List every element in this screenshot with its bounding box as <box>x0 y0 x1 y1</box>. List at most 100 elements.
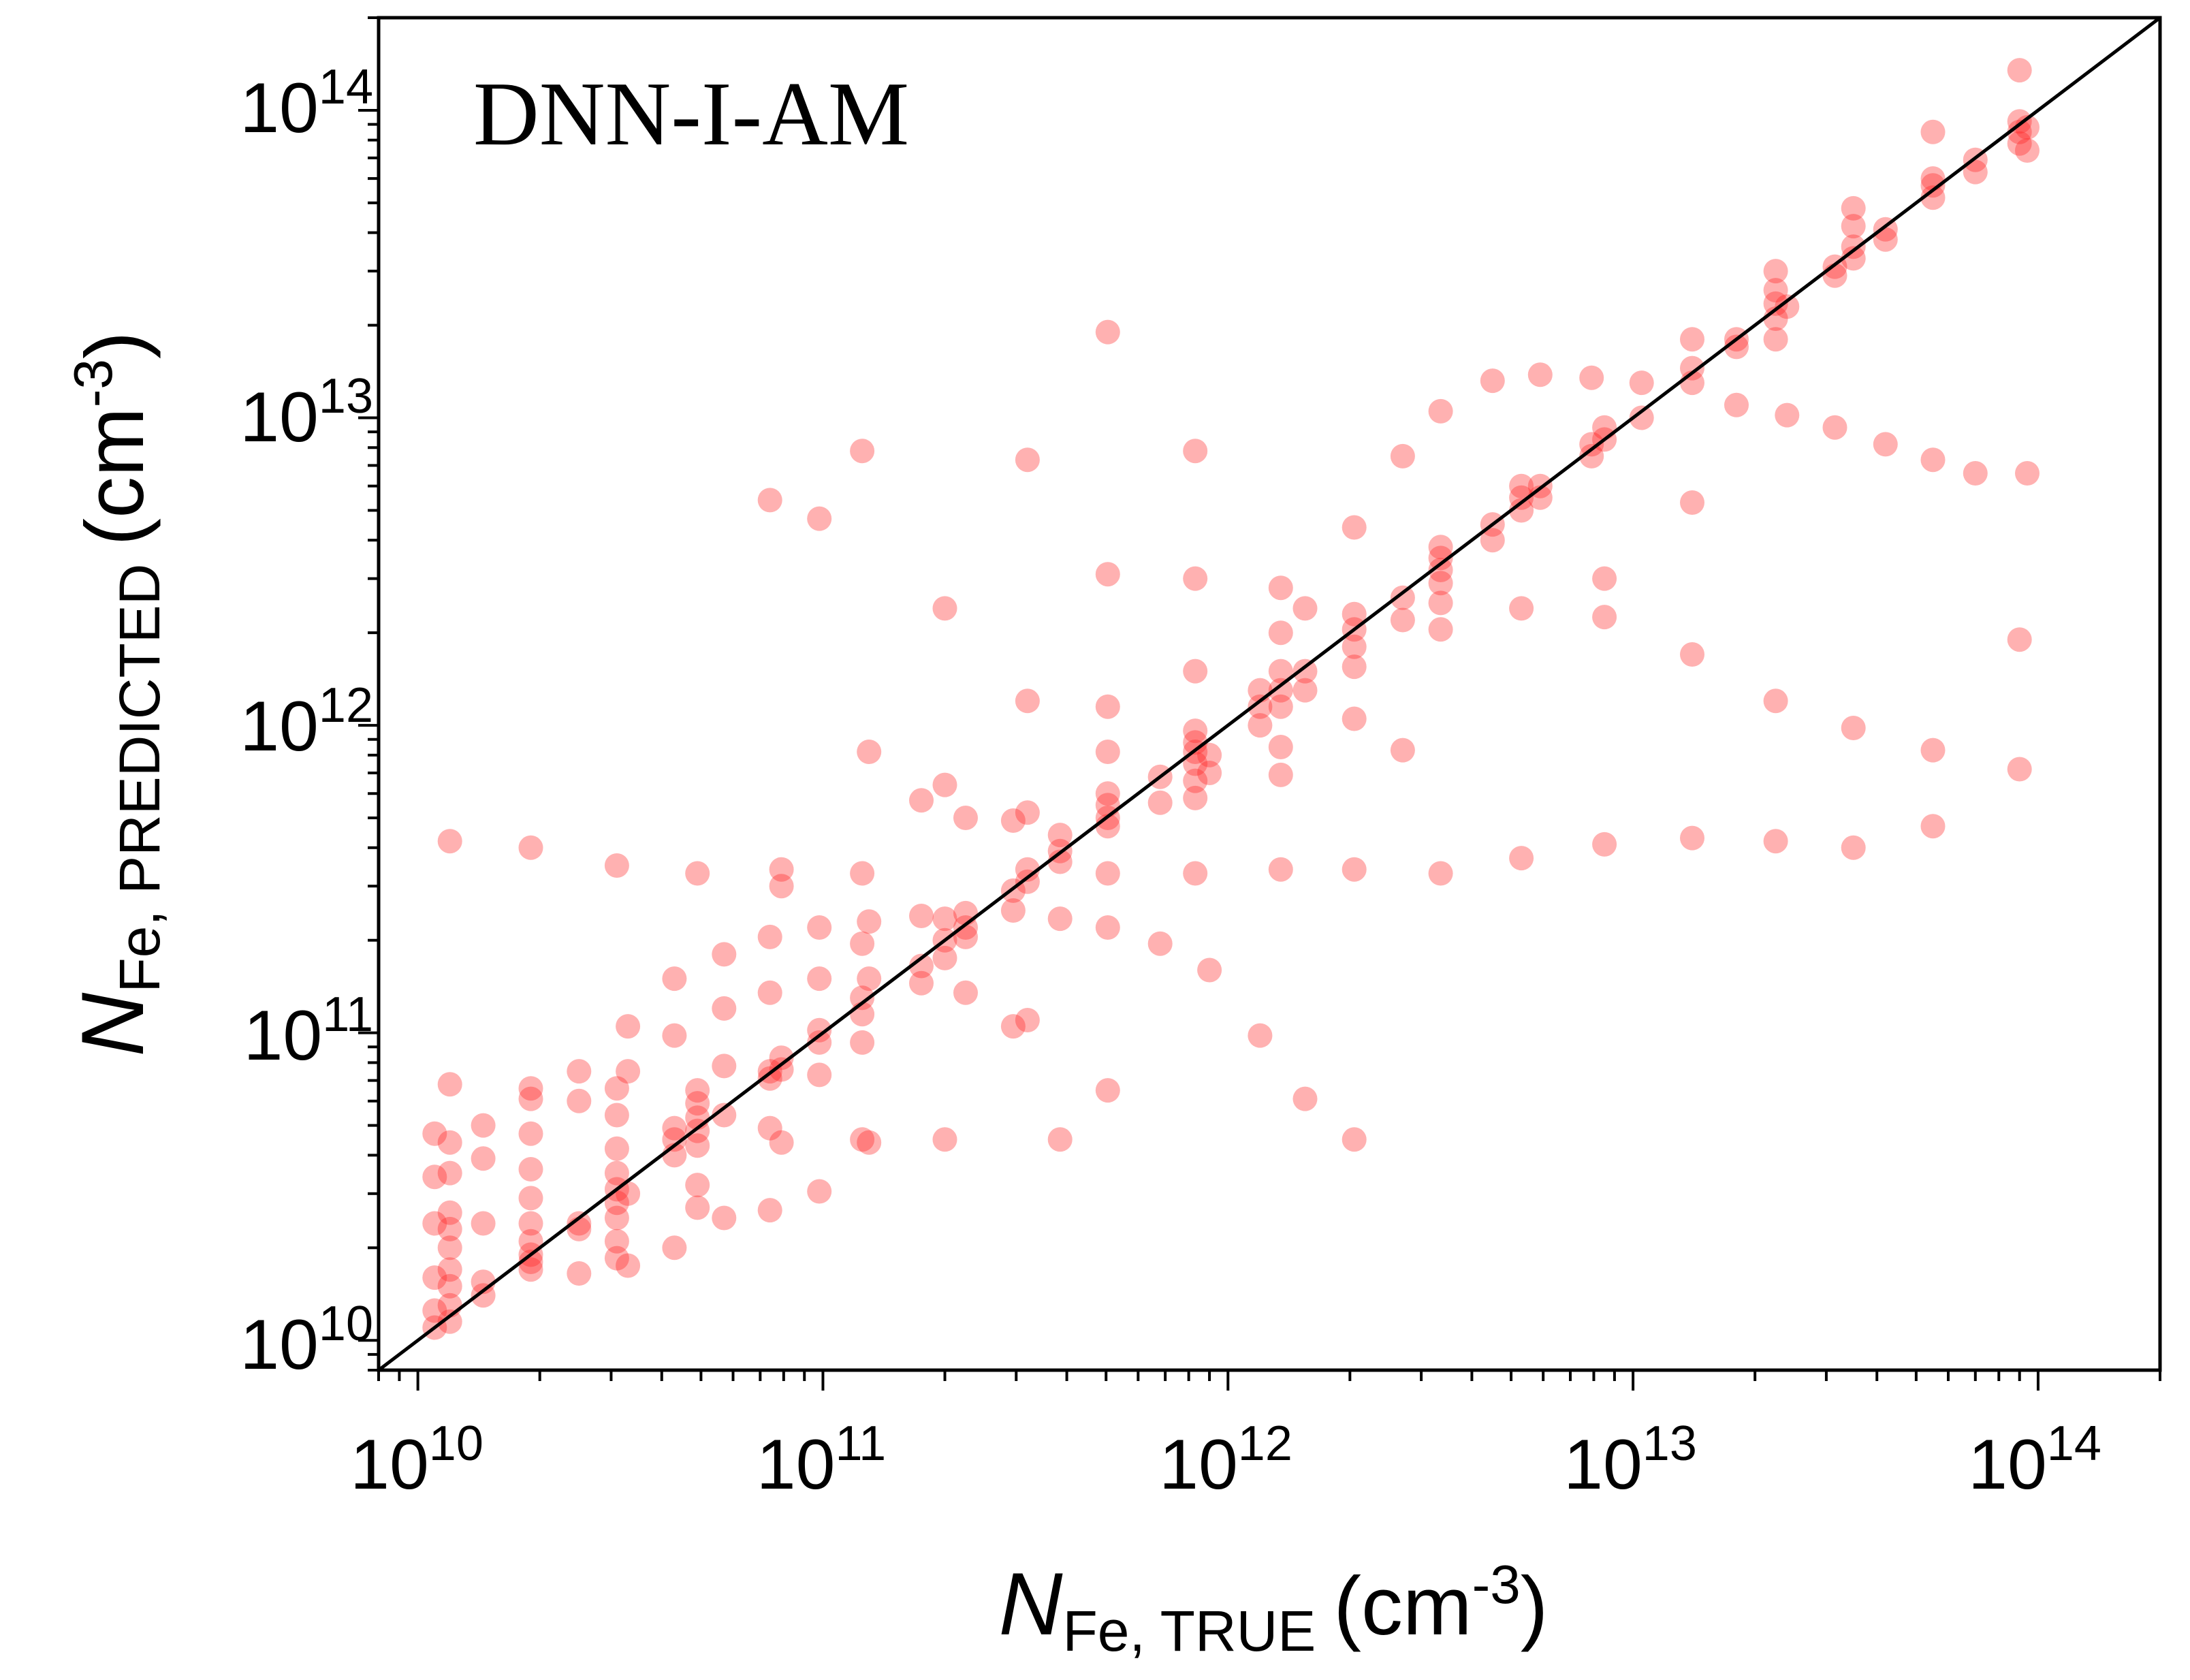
data-point <box>604 1229 629 1254</box>
data-point <box>1509 498 1534 523</box>
x-tick-label: 1011 <box>757 1416 886 1504</box>
data-point <box>2007 131 2032 156</box>
data-point <box>1680 355 1704 381</box>
data-point <box>1724 392 1749 417</box>
data-point <box>567 1261 592 1286</box>
data-point <box>437 1235 462 1261</box>
data-point <box>857 909 882 934</box>
data-point <box>1292 1086 1318 1111</box>
data-point <box>1095 319 1120 345</box>
data-point <box>1095 861 1120 886</box>
data-point <box>1920 447 1946 473</box>
data-point <box>850 861 875 886</box>
data-point <box>1248 713 1273 738</box>
data-point <box>1775 294 1800 319</box>
data-point <box>422 1211 447 1236</box>
data-point <box>1342 515 1367 540</box>
data-point <box>1592 605 1617 630</box>
data-point <box>953 900 978 925</box>
data-point <box>471 1283 496 1308</box>
data-point <box>685 1195 710 1220</box>
data-point <box>932 906 957 932</box>
data-point <box>604 1160 629 1186</box>
y-tick-labels: 1010 1011 1012 1013 1014 <box>240 60 373 1384</box>
data-point <box>1509 596 1534 621</box>
data-point <box>1763 327 1788 352</box>
data-point <box>1920 738 1946 763</box>
data-point <box>1841 214 1866 239</box>
data-point <box>850 931 875 956</box>
data-point <box>1047 1127 1073 1152</box>
data-point <box>1841 246 1866 271</box>
data-point <box>518 1086 543 1111</box>
data-point <box>1015 447 1040 473</box>
data-point <box>1000 808 1026 833</box>
data-point <box>1342 601 1367 627</box>
data-point <box>909 953 934 979</box>
data-point <box>1390 585 1415 610</box>
data-point <box>1822 415 1847 440</box>
data-point <box>1841 835 1866 860</box>
data-point <box>604 1190 629 1216</box>
data-point <box>437 1273 462 1299</box>
axis-ticks <box>358 16 2161 1391</box>
data-point <box>932 1127 957 1152</box>
data-point <box>604 1103 629 1128</box>
data-point <box>757 980 782 1005</box>
y-axis-label: NFe, PREDICTED(cm-3) <box>63 331 172 1056</box>
data-point <box>1268 762 1293 787</box>
data-point <box>1428 545 1453 571</box>
data-point <box>1015 800 1040 825</box>
data-point <box>437 1200 462 1225</box>
data-point <box>2015 138 2040 163</box>
data-point <box>1579 432 1604 457</box>
data-point <box>1509 846 1534 871</box>
data-point <box>471 1113 496 1138</box>
data-point <box>1428 590 1453 616</box>
data-point <box>1920 119 1946 144</box>
data-point <box>1268 575 1293 601</box>
y-tick-label: 1012 <box>240 678 373 766</box>
data-point <box>437 1309 462 1334</box>
data-point <box>1390 607 1415 633</box>
x-tick-label: 1012 <box>1159 1416 1292 1504</box>
data-point <box>1680 490 1704 515</box>
data-point <box>1342 654 1367 680</box>
data-point <box>422 1298 447 1323</box>
data-point <box>2007 58 2032 83</box>
data-point <box>1873 432 1898 457</box>
data-point <box>757 1115 782 1141</box>
data-point <box>1428 558 1453 582</box>
data-point <box>2007 119 2032 144</box>
data-point <box>712 996 737 1021</box>
data-point <box>616 1014 641 1039</box>
data-point <box>1763 829 1788 854</box>
y-tick-label: 1013 <box>240 369 373 457</box>
data-point <box>1763 259 1788 284</box>
y-tick-label: 1014 <box>240 60 373 148</box>
plot-frame <box>377 16 2162 1372</box>
data-point <box>662 966 687 992</box>
data-point <box>1579 365 1604 390</box>
data-point <box>807 1030 832 1055</box>
data-point <box>567 1211 592 1236</box>
data-point <box>471 1146 496 1171</box>
data-point <box>1183 718 1208 744</box>
data-point <box>685 1173 710 1198</box>
data-point <box>1592 566 1617 591</box>
data-point <box>518 1076 543 1101</box>
data-point <box>662 1235 687 1261</box>
data-point <box>1015 869 1040 894</box>
data-point <box>437 1130 462 1155</box>
data-point <box>437 1257 462 1282</box>
data-point <box>909 788 934 813</box>
data-point <box>850 1030 875 1055</box>
data-point <box>518 1186 543 1211</box>
data-point <box>662 1023 687 1048</box>
data-point <box>437 1072 462 1097</box>
data-point <box>1015 1008 1040 1032</box>
data-point <box>757 924 782 949</box>
data-point <box>604 1076 629 1101</box>
